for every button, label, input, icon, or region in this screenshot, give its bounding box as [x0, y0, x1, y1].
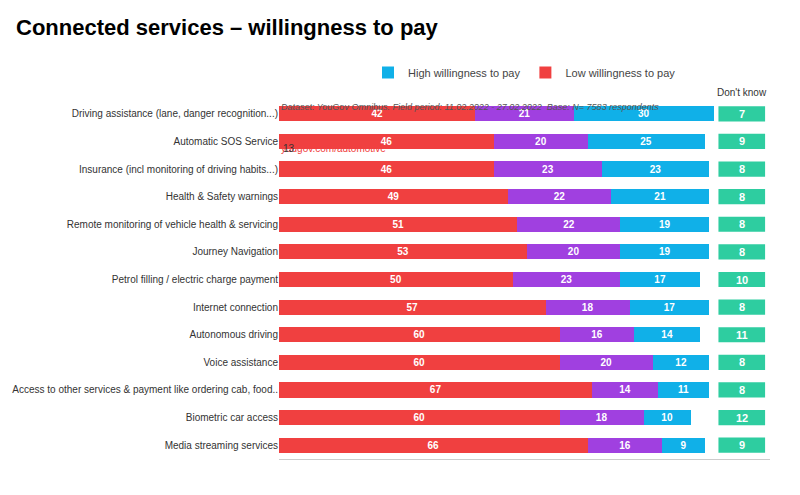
- svg-text:30: 30: [638, 108, 650, 119]
- svg-text:8: 8: [739, 356, 745, 368]
- svg-text:Autonomous driving: Autonomous driving: [190, 329, 278, 340]
- svg-text:8: 8: [739, 301, 745, 313]
- svg-text:21: 21: [654, 191, 666, 202]
- svg-text:9: 9: [739, 439, 745, 451]
- svg-text:50: 50: [390, 274, 402, 285]
- svg-text:Dataset: YouGov Omnibus. Field: Dataset: YouGov Omnibus. Field period: 1…: [281, 102, 659, 112]
- svg-text:13: 13: [283, 143, 295, 154]
- svg-text:17: 17: [654, 274, 666, 285]
- svg-text:11: 11: [678, 384, 689, 395]
- svg-text:9: 9: [739, 135, 745, 147]
- svg-text:19: 19: [659, 219, 671, 230]
- svg-text:10: 10: [661, 412, 673, 423]
- svg-text:60: 60: [414, 412, 426, 423]
- svg-text:8: 8: [739, 191, 745, 203]
- svg-text:Driving assistance (lane, dang: Driving assistance (lane, danger recogni…: [72, 108, 278, 119]
- svg-text:8: 8: [739, 163, 745, 175]
- svg-text:18: 18: [582, 302, 594, 313]
- svg-text:9: 9: [680, 440, 686, 451]
- svg-text:53: 53: [397, 246, 409, 257]
- svg-text:16: 16: [619, 440, 631, 451]
- svg-text:Health & Safety warnings: Health & Safety warnings: [166, 191, 278, 202]
- svg-text:20: 20: [601, 357, 613, 368]
- svg-text:High willingness to pay: High willingness to pay: [408, 67, 520, 79]
- svg-text:46: 46: [381, 136, 393, 147]
- svg-text:Voice assistance: Voice assistance: [204, 357, 279, 368]
- svg-text:20: 20: [535, 136, 547, 147]
- svg-text:19: 19: [659, 246, 671, 257]
- svg-text:Low willingness to pay: Low willingness to pay: [565, 67, 675, 79]
- svg-text:Connected services – willingne: Connected services – willingness to pay: [16, 15, 439, 40]
- svg-text:60: 60: [414, 329, 426, 340]
- svg-text:20: 20: [568, 246, 580, 257]
- svg-text:49: 49: [388, 191, 400, 202]
- svg-text:Automatic SOS Service: Automatic SOS Service: [174, 136, 279, 147]
- svg-text:8: 8: [739, 384, 745, 396]
- svg-text:22: 22: [563, 219, 575, 230]
- svg-text:66: 66: [428, 440, 440, 451]
- svg-text:Remote monitoring of vehicle h: Remote monitoring of vehicle health & se…: [67, 219, 278, 230]
- svg-text:57: 57: [406, 302, 418, 313]
- svg-text:Access to other services & pay: Access to other services & payment like …: [12, 384, 278, 395]
- svg-text:67: 67: [430, 384, 442, 395]
- svg-text:Journey Navigation: Journey Navigation: [192, 246, 278, 257]
- svg-text:Biometric car access: Biometric car access: [186, 412, 278, 423]
- svg-text:12: 12: [736, 412, 748, 424]
- svg-text:10: 10: [736, 274, 748, 286]
- svg-text:Media streaming services: Media streaming services: [165, 440, 278, 451]
- svg-text:21: 21: [519, 108, 531, 119]
- svg-text:25: 25: [640, 136, 652, 147]
- svg-text:Petrol filling / electric char: Petrol filling / electric charge payment: [112, 274, 278, 285]
- svg-text:18: 18: [596, 412, 608, 423]
- svg-text:Insurance (incl monitoring of: Insurance (incl monitoring of driving ha…: [79, 164, 278, 175]
- svg-text:51: 51: [392, 219, 404, 230]
- svg-text:11: 11: [736, 329, 748, 341]
- svg-text:22: 22: [554, 191, 566, 202]
- svg-text:Internet connection: Internet connection: [193, 302, 278, 313]
- svg-text:yougov.com/automotive: yougov.com/automotive: [281, 143, 386, 154]
- svg-text:23: 23: [542, 164, 554, 175]
- svg-text:23: 23: [650, 164, 662, 175]
- svg-text:12: 12: [675, 357, 687, 368]
- svg-text:60: 60: [414, 357, 426, 368]
- svg-text:14: 14: [661, 329, 673, 340]
- svg-text:14: 14: [619, 384, 631, 395]
- svg-text:17: 17: [664, 302, 676, 313]
- svg-text:42: 42: [371, 108, 383, 119]
- svg-text:8: 8: [739, 246, 745, 258]
- svg-text:16: 16: [591, 329, 603, 340]
- svg-text:46: 46: [381, 164, 393, 175]
- svg-text:8: 8: [739, 218, 745, 230]
- svg-text:Don't know: Don't know: [717, 87, 767, 98]
- svg-text:7: 7: [739, 108, 745, 120]
- svg-text:23: 23: [561, 274, 573, 285]
